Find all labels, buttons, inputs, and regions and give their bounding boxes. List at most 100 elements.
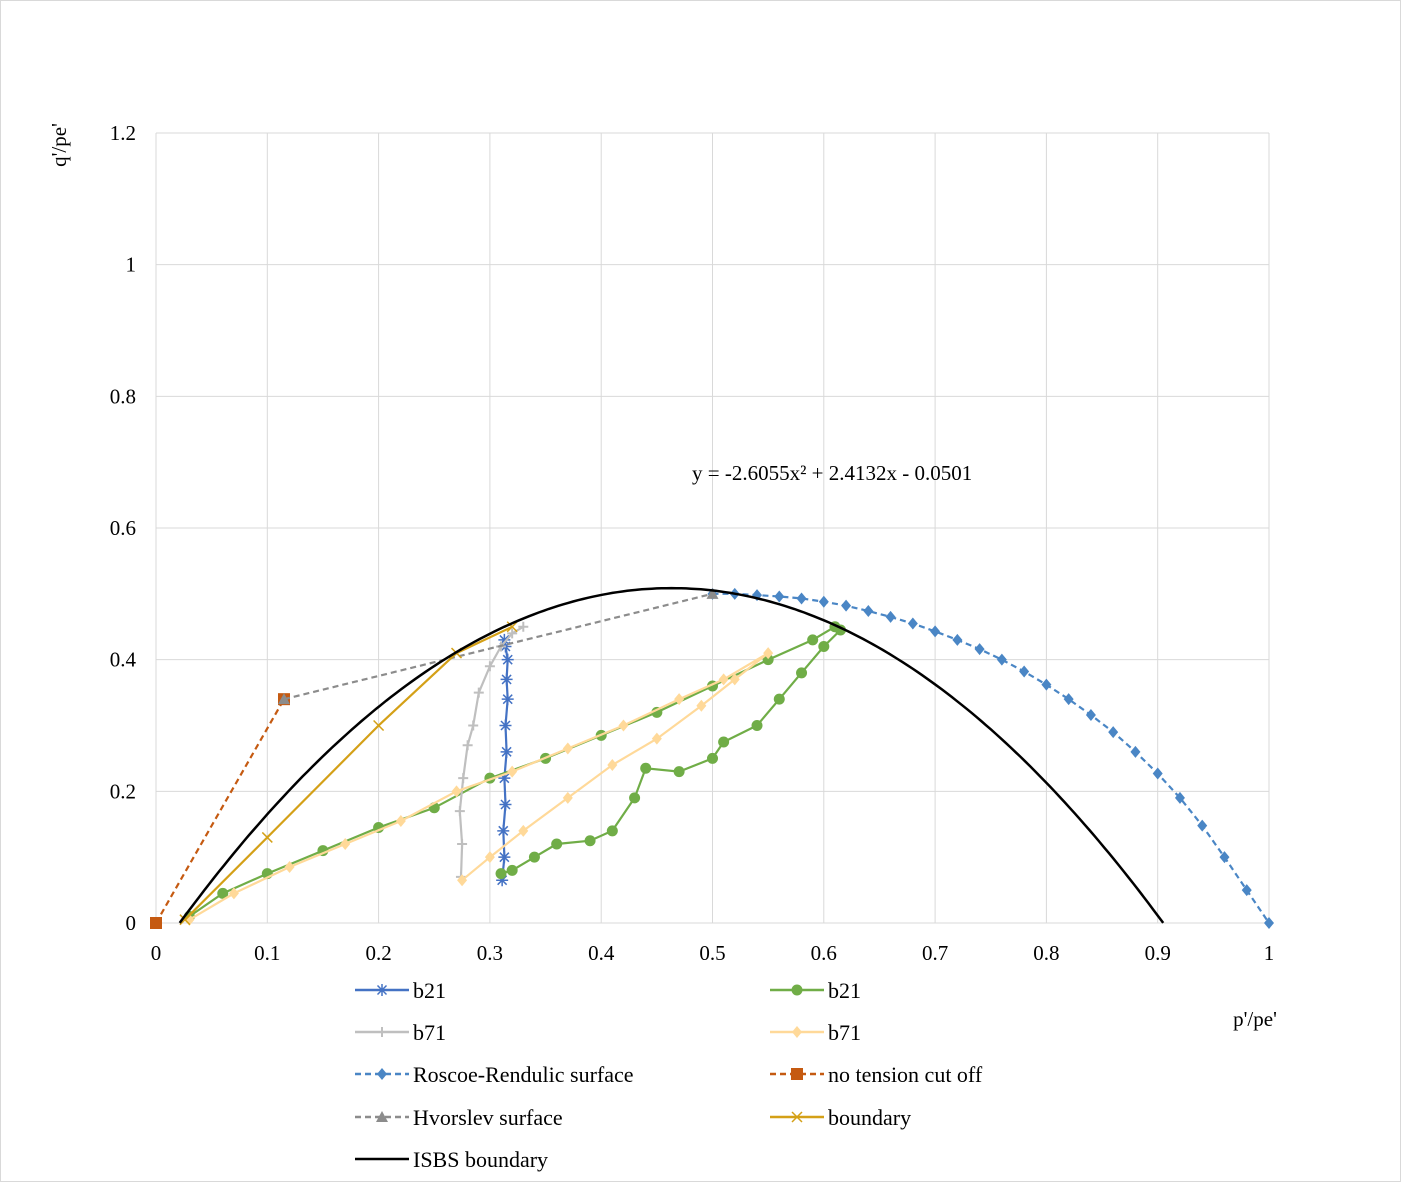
data-point	[340, 838, 351, 850]
legend-marker	[791, 984, 803, 996]
y-tick-label: 1.2	[110, 121, 136, 145]
legend-item: b71	[770, 1020, 861, 1045]
data-point	[462, 740, 473, 751]
data-point	[518, 824, 529, 837]
data-point	[774, 590, 785, 603]
data-point	[1108, 726, 1119, 739]
series-b71-3	[184, 647, 774, 926]
data-point	[150, 917, 162, 929]
series-line	[712, 592, 1270, 924]
data-point	[885, 610, 896, 623]
series-line	[178, 586, 1165, 924]
data-point	[473, 687, 484, 698]
data-point	[551, 838, 563, 850]
data-point	[1219, 851, 1230, 864]
data-point	[498, 772, 511, 785]
grid	[155, 132, 1270, 924]
data-point	[818, 641, 830, 652]
legend-label: Hvorslev surface	[413, 1105, 563, 1130]
data-point	[507, 628, 518, 639]
data-point	[796, 592, 807, 605]
data-point	[707, 752, 718, 764]
data-point	[762, 654, 774, 666]
data-point	[718, 736, 730, 748]
data-point	[562, 742, 573, 755]
data-point	[518, 621, 529, 632]
data-point	[673, 766, 685, 778]
data-point	[1130, 745, 1141, 758]
data-point	[640, 762, 652, 774]
data-point	[501, 653, 514, 666]
data-point	[729, 673, 740, 686]
data-point	[373, 719, 385, 732]
legend-item: ISBS boundary	[355, 1147, 548, 1172]
legend-marker	[792, 1026, 802, 1038]
series-layer	[150, 586, 1274, 929]
legend-item: b71	[355, 1020, 446, 1045]
data-point	[217, 887, 229, 899]
series-line	[155, 698, 285, 924]
x-axis-label: p'/pe'	[1233, 1007, 1277, 1031]
data-point	[499, 719, 512, 732]
legend-item: boundary	[770, 1105, 911, 1130]
y-tick-label: 0.2	[110, 779, 136, 803]
tick-labels: 0 0.1 0.2 0.3 0.4 0.5 0.6 0.7 0.8 0.9 1 0 0.2 0.4 0.6 0…	[110, 121, 1275, 965]
data-point	[796, 667, 808, 679]
x-tick-label: 0.4	[588, 941, 615, 965]
legend-label: b71	[828, 1020, 861, 1045]
x-tick-label: 0.7	[922, 941, 948, 965]
series-isbs-boundary-8	[178, 586, 1165, 924]
data-point	[841, 599, 852, 612]
data-point	[1197, 819, 1208, 832]
legend-marker	[376, 1111, 388, 1122]
x-tick-label: 0.9	[1145, 941, 1171, 965]
legend-marker	[791, 1068, 803, 1080]
legend-marker	[377, 1027, 387, 1037]
data-point	[674, 693, 685, 706]
x-tick-label: 0	[151, 941, 162, 965]
series-b71-2	[454, 621, 529, 882]
legend: b21 b21 b71 b71 Roscoe-Rendulic surface no te…	[355, 978, 983, 1172]
data-point	[606, 825, 618, 837]
legend-marker	[376, 984, 388, 996]
data-point	[584, 835, 596, 847]
data-point	[651, 732, 662, 745]
data-point	[506, 864, 518, 876]
x-tick-label: 0.1	[254, 941, 280, 965]
x-tick-label: 0.3	[477, 941, 503, 965]
data-point	[952, 633, 963, 646]
trendline-equation: y = -2.6055x² + 2.4132x - 0.0501	[692, 461, 972, 485]
data-point	[818, 595, 829, 608]
y-axis-label: q'/pe'	[47, 123, 71, 167]
data-point	[1019, 665, 1030, 678]
legend-item: b21	[355, 978, 446, 1003]
x-tick-label: 0.2	[365, 941, 391, 965]
data-point	[1085, 708, 1096, 721]
data-point	[751, 720, 763, 731]
data-point	[468, 720, 479, 731]
data-point	[454, 806, 465, 817]
y-tick-label: 1	[126, 253, 137, 277]
data-point	[618, 719, 629, 732]
data-point	[261, 831, 273, 843]
data-point	[1264, 917, 1274, 929]
data-point	[179, 914, 191, 926]
data-point	[1041, 678, 1052, 691]
x-tick-label: 0.6	[811, 941, 837, 965]
y-tick-label: 0.4	[110, 648, 137, 672]
legend-label: Roscoe-Rendulic surface	[413, 1062, 634, 1087]
legend-label: b21	[413, 978, 446, 1003]
data-point	[495, 868, 507, 880]
series-line	[283, 592, 713, 701]
data-point	[458, 773, 469, 784]
data-point	[696, 699, 707, 712]
data-point	[763, 647, 774, 660]
legend-label: boundary	[828, 1105, 911, 1130]
data-point	[500, 745, 513, 758]
data-point	[228, 887, 239, 900]
series-b21-1	[183, 621, 846, 922]
legend-item: no tension cut off	[770, 1062, 983, 1087]
data-point	[1063, 693, 1074, 706]
data-point	[773, 693, 785, 705]
